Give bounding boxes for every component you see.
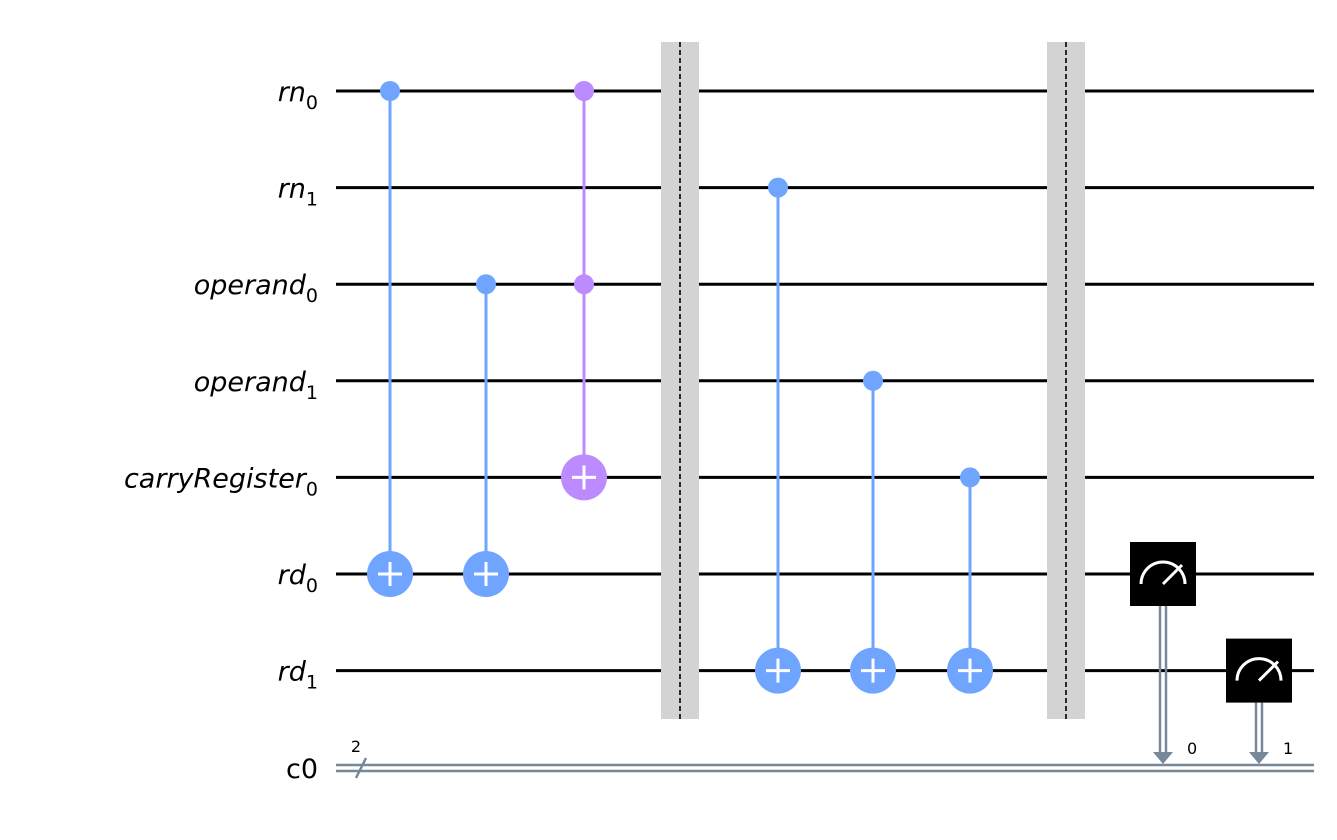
qubit-label: rn1 <box>278 174 318 211</box>
measure-arrow-head <box>1153 752 1173 764</box>
classical-register-label: c0 <box>286 754 318 785</box>
control-dot <box>768 177 788 198</box>
control-dot <box>863 370 883 391</box>
bundle-slash <box>354 757 368 779</box>
gates-layer <box>367 81 1292 764</box>
labels-layer: rn0rn1operand0operand1carryRegister0rd0r… <box>124 77 1293 785</box>
qubit-label: rd0 <box>278 560 318 597</box>
qubit-index: 0 <box>306 285 318 307</box>
clbit-index-label: 1 <box>1283 739 1293 758</box>
qubit-name: operand <box>194 270 307 301</box>
qubit-label: operand0 <box>194 270 318 307</box>
qubit-index: 1 <box>306 189 318 211</box>
qubit-index: 0 <box>306 478 318 500</box>
measure-box <box>1226 638 1292 703</box>
qubit-index: 1 <box>306 672 318 694</box>
qubit-name: operand <box>194 367 307 398</box>
meter-needle <box>1257 660 1280 682</box>
control-dot <box>476 274 496 295</box>
meter-arc <box>1139 560 1187 585</box>
meter-arc <box>1235 657 1283 681</box>
qubit-name: rn <box>278 77 306 108</box>
measure-box <box>1130 542 1196 606</box>
qubit-name: rn <box>278 174 306 205</box>
measure-arrow-head <box>1249 752 1269 764</box>
meter-needle <box>1161 563 1184 586</box>
qubit-index: 1 <box>306 382 318 404</box>
control-dot <box>960 467 980 488</box>
control-dot <box>574 81 594 101</box>
qubit-label: operand1 <box>194 367 318 404</box>
qubit-label: rd1 <box>278 657 318 694</box>
qubit-index: 0 <box>306 575 318 597</box>
qubit-name: rd <box>278 560 307 591</box>
control-dot <box>380 81 400 101</box>
classical-register-size: 2 <box>351 737 361 756</box>
control-dot <box>574 274 594 295</box>
wires-layer <box>336 89 1314 779</box>
clbit-index-label: 0 <box>1187 739 1197 758</box>
qubit-label: carryRegister0 <box>124 463 318 500</box>
qubit-label: rn0 <box>278 77 318 114</box>
qubit-index: 0 <box>306 92 318 114</box>
qubit-name: carryRegister <box>124 463 308 494</box>
barriers-layer <box>661 42 1085 719</box>
qubit-name: rd <box>278 657 307 688</box>
